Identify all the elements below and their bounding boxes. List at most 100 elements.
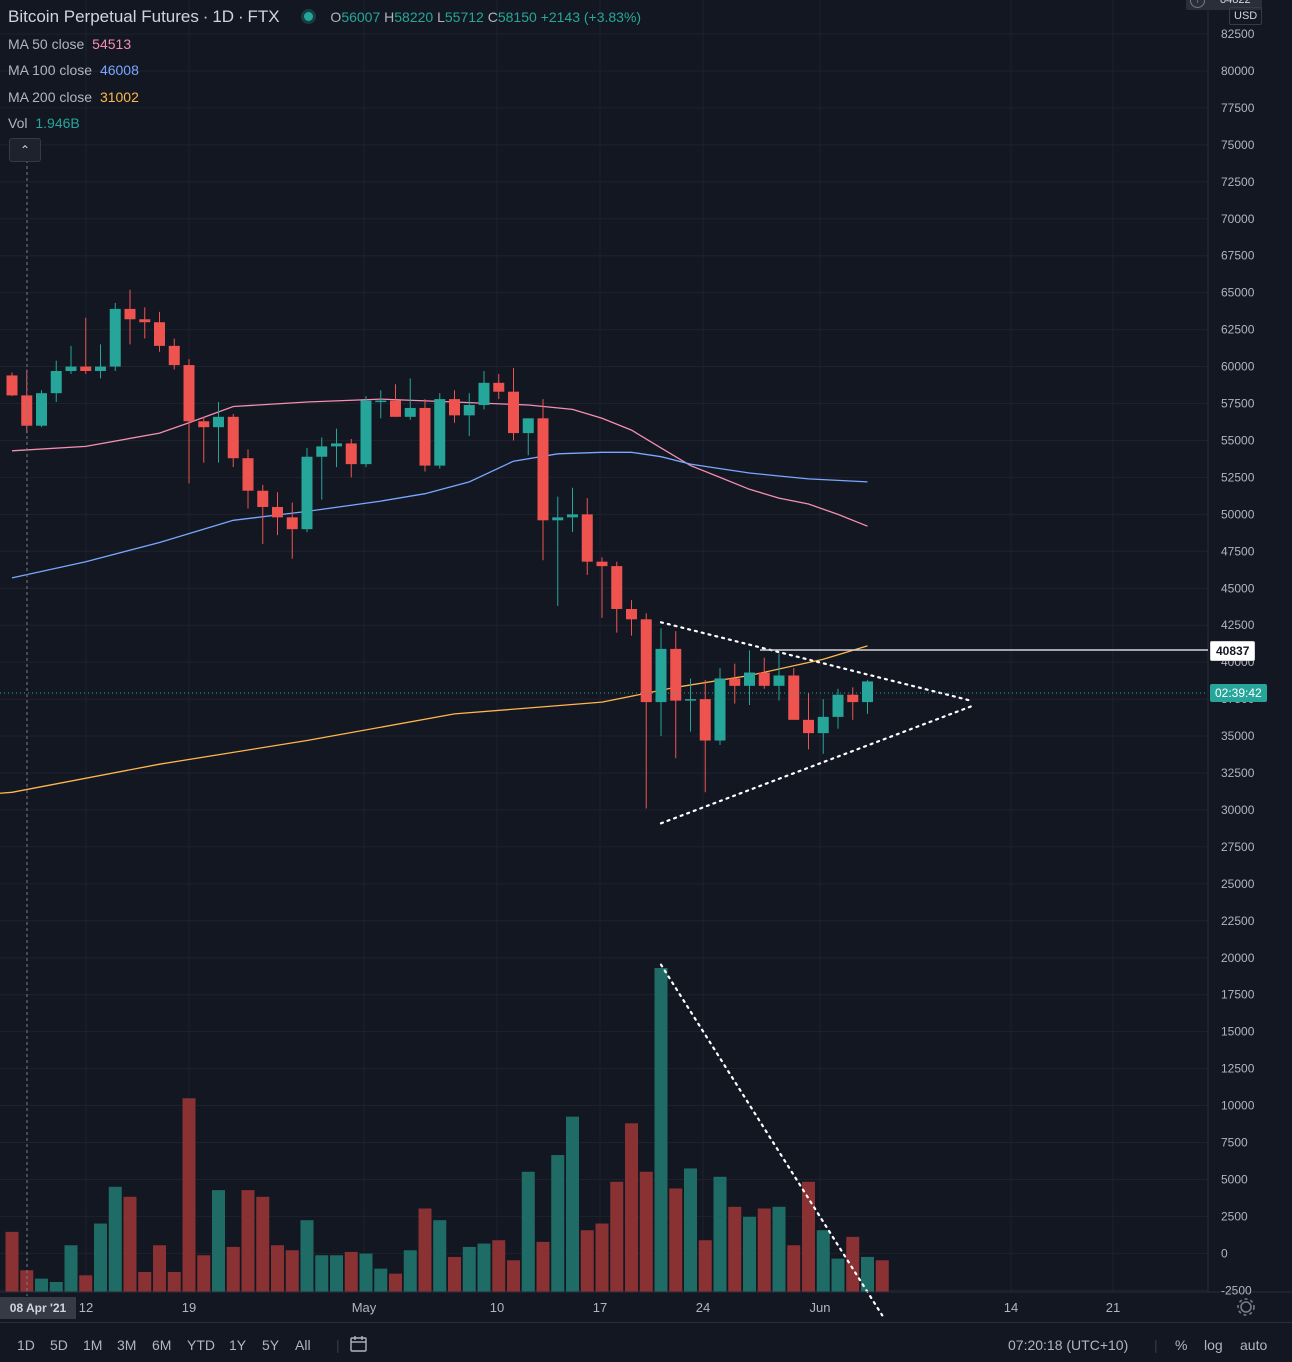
candle-body xyxy=(581,514,593,562)
candle-body xyxy=(6,375,18,396)
chevron-up-icon: ⌃ xyxy=(19,143,31,157)
price-axis[interactable]: 8250080000775007500072500700006750065000… xyxy=(1221,27,1255,1297)
range-6m-button[interactable]: 6M xyxy=(152,1337,172,1353)
candle-body xyxy=(360,400,372,465)
volume-bar xyxy=(403,1250,417,1292)
currency-label[interactable]: USD xyxy=(1229,7,1263,25)
volume-bar xyxy=(713,1176,727,1292)
countdown-price-tag: 02:39:42 xyxy=(1210,684,1267,702)
volume-bar xyxy=(610,1181,624,1292)
time-axis[interactable]: 12 19 May 10 17 24 Jun 14 21 xyxy=(79,1300,1120,1315)
indicator-ma50[interactable]: MA 50 close 54513 xyxy=(8,33,641,60)
volume-bar xyxy=(49,1281,63,1292)
indicator-volume[interactable]: Vol 1.946B xyxy=(8,112,641,139)
range-5y-button[interactable]: 5Y xyxy=(262,1337,280,1353)
price-tick-label: 67500 xyxy=(1221,249,1255,263)
candle-body xyxy=(419,407,431,466)
candle-body xyxy=(655,648,667,703)
volume-bar xyxy=(757,1208,771,1292)
time-tick-label: Jun xyxy=(810,1300,831,1315)
volume-bar xyxy=(167,1271,181,1292)
candle-body xyxy=(257,490,269,507)
triangle-lower-trendline[interactable] xyxy=(659,705,972,825)
chart-legend: Bitcoin Perpetual Futures · 1D · FTX O56… xyxy=(8,6,641,139)
range-3m-button[interactable]: 3M xyxy=(117,1337,137,1353)
candle-body xyxy=(537,418,549,521)
volume-bar xyxy=(241,1190,255,1292)
candle-body xyxy=(227,416,239,459)
candle-body xyxy=(611,566,623,609)
price-tick-label: 7500 xyxy=(1221,1136,1248,1150)
market-status-icon[interactable] xyxy=(303,12,313,21)
volume-bar xyxy=(551,1155,565,1292)
triangle-upper-trendline[interactable] xyxy=(659,621,972,702)
candle-body xyxy=(817,716,829,734)
settings-gear-icon[interactable] xyxy=(1237,1298,1255,1316)
crosshair-date-label: 08 Apr '21 xyxy=(0,1297,76,1319)
range-all-button[interactable]: All xyxy=(295,1337,311,1353)
volume-bar xyxy=(79,1275,93,1292)
volume-bar xyxy=(212,1190,225,1292)
level-price-tag[interactable]: 40837 xyxy=(1210,641,1256,661)
range-ytd-button[interactable]: YTD xyxy=(187,1337,215,1353)
indicator-value: 46008 xyxy=(99,62,139,78)
candle-body xyxy=(183,365,195,422)
ohlc-low: 55712 xyxy=(444,9,484,25)
ohlc-close: 58150 xyxy=(497,9,537,25)
candle-body xyxy=(758,672,770,686)
volume-bar xyxy=(743,1216,756,1292)
volume-bar xyxy=(20,1270,34,1292)
percent-scale-toggle[interactable]: % xyxy=(1175,1337,1188,1353)
candle-body xyxy=(95,366,106,372)
indicator-ma100[interactable]: MA 100 close 46008 xyxy=(8,59,641,86)
candle-body xyxy=(685,699,696,701)
ma200-line xyxy=(0,645,868,794)
candle-body xyxy=(788,675,800,720)
candle-body xyxy=(213,416,224,428)
candle-body xyxy=(729,678,741,686)
indicator-label: 100 close xyxy=(28,62,93,78)
ohlc-change: +2143 (+3.83%) xyxy=(540,9,642,25)
indicator-value: 54513 xyxy=(92,35,132,52)
volume-bar xyxy=(418,1208,432,1292)
go-to-date-icon[interactable] xyxy=(349,1335,369,1353)
chart-canvas[interactable]: 8250080000775007500072500700006750065000… xyxy=(0,0,1292,1322)
trendline-drawings[interactable] xyxy=(659,621,972,1317)
volume-bar xyxy=(787,1245,801,1292)
candle-body xyxy=(803,719,814,734)
volume-bar xyxy=(654,968,668,1292)
time-tick-label: May xyxy=(352,1300,377,1315)
indicator-prefix: MA xyxy=(8,62,29,78)
candle-body xyxy=(552,517,564,521)
range-1d-button[interactable]: 1D xyxy=(17,1337,35,1353)
log-scale-toggle[interactable]: log xyxy=(1204,1337,1223,1353)
interval[interactable]: 1D xyxy=(212,7,235,26)
collapse-legend-button[interactable]: ⌃ xyxy=(9,138,41,162)
range-1m-button[interactable]: 1M xyxy=(83,1337,103,1353)
volume-bar xyxy=(846,1236,860,1292)
candle-body xyxy=(109,308,121,367)
symbol-name[interactable]: Bitcoin Perpetual Futures xyxy=(8,7,199,26)
volume-trendline[interactable] xyxy=(659,963,884,1317)
price-tick-label: 22500 xyxy=(1221,914,1255,928)
volume-bar xyxy=(315,1255,329,1292)
price-tick-label: 75000 xyxy=(1221,138,1255,152)
indicator-ma200[interactable]: MA 200 close 31002 xyxy=(8,86,641,113)
clock-timezone[interactable]: 07:20:18 (UTC+10) xyxy=(1008,1337,1129,1353)
ma50-line xyxy=(11,398,868,527)
volume-bar xyxy=(226,1246,240,1292)
range-1y-button[interactable]: 1Y xyxy=(229,1337,247,1353)
volume-bar xyxy=(300,1220,314,1292)
candle-body xyxy=(847,694,859,703)
candle-body xyxy=(449,399,460,416)
volume-bar xyxy=(698,1240,712,1292)
ohlc-open: 56007 xyxy=(341,9,381,25)
price-tick-label: 27500 xyxy=(1221,840,1255,854)
price-tick-label: 45000 xyxy=(1221,581,1255,595)
volume-bar xyxy=(684,1168,697,1292)
volume-bar xyxy=(772,1206,786,1292)
ohlc-low-label: L xyxy=(437,9,445,25)
range-5d-button[interactable]: 5D xyxy=(50,1337,68,1353)
auto-scale-toggle[interactable]: auto xyxy=(1240,1337,1268,1353)
volume-bar xyxy=(256,1196,270,1292)
